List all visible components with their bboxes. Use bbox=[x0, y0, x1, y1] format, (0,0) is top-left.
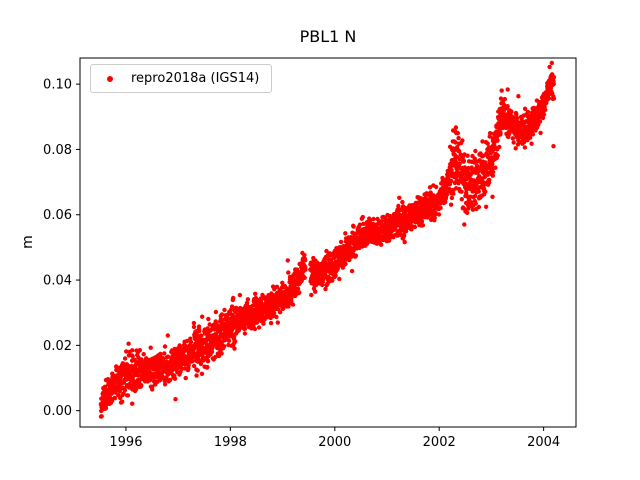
chart-title: PBL1 N bbox=[299, 27, 357, 46]
legend: repro2018a (IGS14) bbox=[90, 64, 273, 93]
y-axis-label: m bbox=[20, 235, 36, 249]
svg-text:0.06: 0.06 bbox=[43, 208, 72, 223]
svg-text:1996: 1996 bbox=[109, 435, 142, 450]
legend-marker-icon bbox=[107, 75, 113, 82]
svg-text:1998: 1998 bbox=[214, 435, 247, 450]
svg-text:0.10: 0.10 bbox=[43, 78, 72, 93]
svg-text:2000: 2000 bbox=[318, 435, 351, 450]
svg-text:2002: 2002 bbox=[423, 435, 456, 450]
svg-text:0.04: 0.04 bbox=[43, 274, 72, 289]
svg-text:0.08: 0.08 bbox=[43, 143, 72, 158]
svg-text:0.02: 0.02 bbox=[43, 339, 72, 354]
svg-text:0.00: 0.00 bbox=[43, 404, 72, 419]
legend-label: repro2018a (IGS14) bbox=[131, 71, 260, 86]
svg-text:2004: 2004 bbox=[527, 435, 560, 450]
